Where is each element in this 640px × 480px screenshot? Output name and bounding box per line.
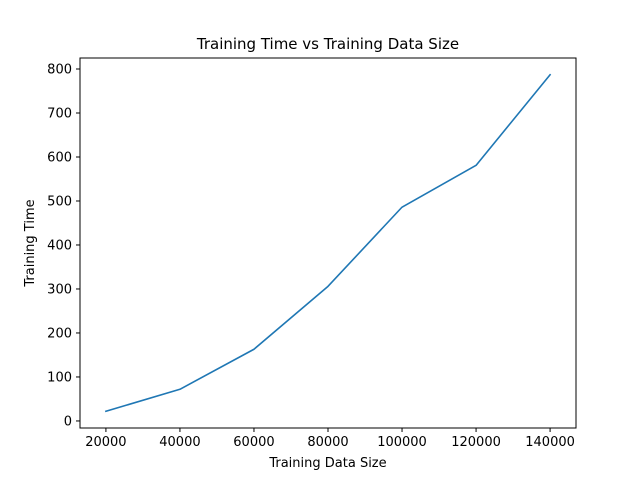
- y-tick-label: 700: [47, 106, 72, 121]
- chart-title: Training Time vs Training Data Size: [196, 35, 459, 53]
- x-tick-label: 80000: [307, 435, 348, 450]
- x-tick-label: 100000: [377, 435, 427, 450]
- y-tick-label: 400: [47, 238, 72, 253]
- x-tick-label: 140000: [525, 435, 575, 450]
- y-tick-label: 500: [47, 194, 72, 209]
- y-axis-label: Training Time: [23, 199, 38, 287]
- y-tick-label: 200: [47, 326, 72, 341]
- x-tick-label: 60000: [233, 435, 274, 450]
- y-tick-label: 0: [64, 414, 72, 429]
- x-tick-label: 120000: [451, 435, 501, 450]
- series-line: [104, 73, 552, 413]
- y-tick-label: 600: [47, 150, 72, 165]
- y-axis-ticks: 0 100 200 300 400 500 600 700 800: [47, 62, 80, 429]
- y-tick-label: 300: [47, 282, 72, 297]
- x-axis-label: Training Data Size: [268, 456, 386, 471]
- series-layer: [104, 73, 552, 413]
- y-tick-label: 100: [47, 370, 72, 385]
- x-tick-label: 20000: [85, 435, 126, 450]
- y-tick-label: 800: [47, 62, 72, 77]
- x-tick-label: 40000: [159, 435, 200, 450]
- x-axis-ticks: 20000 40000 60000 80000 100000 120000 140000: [85, 428, 575, 450]
